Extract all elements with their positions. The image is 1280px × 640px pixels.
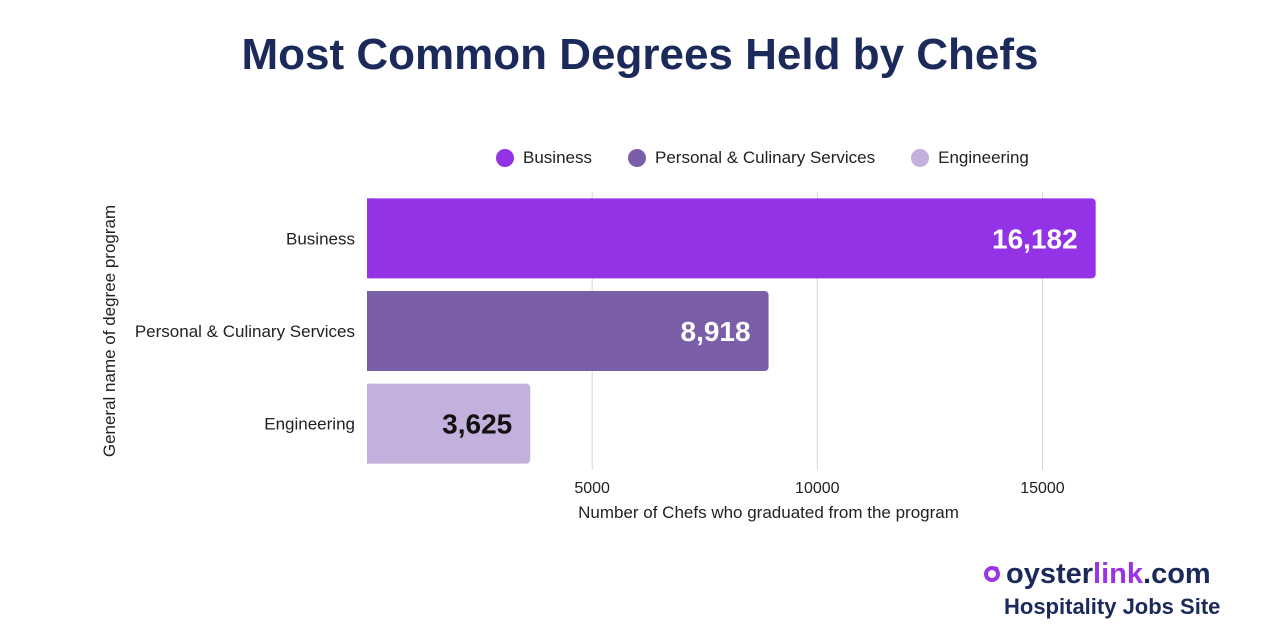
x-axis-title: Number of Chefs who graduated from the p… <box>578 503 959 522</box>
x-tick-label-5000: 5000 <box>574 480 610 497</box>
logo-accent: link <box>1093 558 1144 590</box>
chart-legend: Business Personal & Culinary Services En… <box>496 148 1065 168</box>
bar-edge-engineering <box>367 383 373 464</box>
bar-edge-personal-culinary-services <box>367 291 373 371</box>
category-label-personal-culinary-services: Personal & Culinary Services <box>135 322 355 341</box>
legend-item-personal-culinary: Personal & Culinary Services <box>627 148 876 168</box>
legend-label-personal-culinary: Personal & Culinary Services <box>654 148 876 167</box>
category-label-business: Business <box>286 229 355 248</box>
oysterlink-logo: oyster link .com Hospitality Jobs Site <box>982 558 1242 620</box>
legend-label-engineering: Engineering <box>938 148 1029 167</box>
value-label-engineering: 3,625 <box>442 409 512 440</box>
logo-wordmark: oyster link .com <box>982 558 1242 590</box>
value-label-business: 16,182 <box>992 223 1078 254</box>
oyster-logo-icon <box>984 566 1000 582</box>
y-axis-title: General name of degree program <box>100 205 119 457</box>
bar-personal-culinary-services <box>367 291 769 371</box>
bar-engineering <box>367 383 531 464</box>
chart-title: Most Common Degrees Held by Chefs <box>241 30 1039 79</box>
logo-tagline: Hospitality Jobs Site <box>1004 594 1221 619</box>
legend-item-engineering: Engineering <box>911 148 1029 168</box>
value-label-personal-culinary-services: 8,918 <box>681 316 751 347</box>
legend-label-business: Business <box>523 148 592 167</box>
legend-item-business: Business <box>496 148 592 168</box>
bar-business <box>367 198 1096 279</box>
logo-prefix: oyster <box>1006 558 1094 590</box>
bar-edge-business <box>367 198 373 279</box>
legend-swatch-personal-culinary <box>627 149 646 167</box>
x-tick-label-15000: 15000 <box>1020 480 1065 497</box>
category-label-engineering: Engineering <box>264 415 355 434</box>
logo-suffix: .com <box>1143 558 1211 590</box>
legend-swatch-business <box>496 149 514 167</box>
legend-swatch-engineering <box>911 149 930 167</box>
x-tick-label-10000: 10000 <box>795 480 840 497</box>
